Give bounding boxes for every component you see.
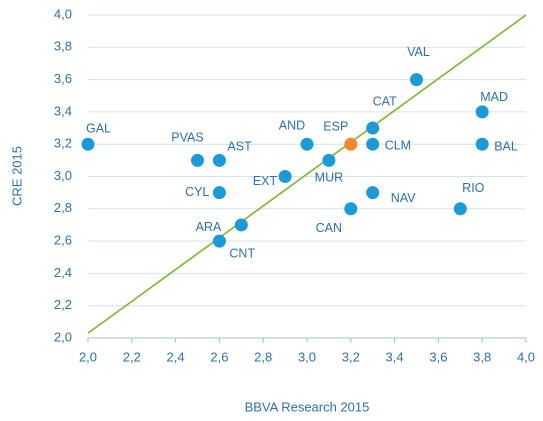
point xyxy=(344,202,358,216)
point xyxy=(322,153,336,167)
x-tick-label: 3,4 xyxy=(386,349,404,364)
y-tick-label: 2,2 xyxy=(54,297,72,312)
x-tick-label: 2,4 xyxy=(167,349,185,364)
point xyxy=(212,153,226,167)
point-label: ARA xyxy=(196,220,222,234)
point xyxy=(81,137,95,151)
point xyxy=(410,73,423,87)
x-tick-label: 3,2 xyxy=(342,349,360,364)
y-tick-label: 3,0 xyxy=(54,168,72,183)
point-label: GAL xyxy=(86,121,111,135)
point xyxy=(453,202,467,216)
point-label: CYL xyxy=(185,185,209,199)
point xyxy=(212,186,226,200)
point xyxy=(475,105,489,119)
x-tick-label: 3,8 xyxy=(473,349,491,364)
point xyxy=(300,137,314,151)
point xyxy=(366,186,380,200)
point xyxy=(278,170,292,183)
y-tick-label: 3,4 xyxy=(54,103,72,118)
x-axis-title: BBVA Research 2015 xyxy=(245,399,370,414)
point-label: AST xyxy=(227,140,252,154)
y-tick-label: 2,6 xyxy=(54,233,72,248)
point xyxy=(191,153,204,167)
point-label: EXT xyxy=(253,174,278,188)
y-axis-title: CRE 2015 xyxy=(9,146,24,206)
x-tick-label: 2,2 xyxy=(123,349,141,364)
y-tick-label: 2,4 xyxy=(54,265,72,280)
point-label: CNT xyxy=(229,246,255,260)
point-label: CAN xyxy=(316,221,342,235)
x-tick-label: 2,6 xyxy=(210,349,228,364)
point-label: CLM xyxy=(385,138,411,152)
point xyxy=(212,234,226,248)
point xyxy=(234,218,248,232)
point xyxy=(366,137,380,151)
y-tick-label: 3,6 xyxy=(54,71,72,86)
x-tick-label: 2,0 xyxy=(79,349,97,364)
point-label: AND xyxy=(279,118,305,132)
point-label: BAL xyxy=(494,139,518,153)
y-tick-label: 4,0 xyxy=(54,6,72,21)
point-label: PVAS xyxy=(171,131,203,145)
x-tick-label: 2,8 xyxy=(254,349,272,364)
x-tick-label: 3,6 xyxy=(429,349,447,364)
point-label: CAT xyxy=(373,94,397,108)
point-label: MUR xyxy=(315,171,343,185)
point-label: VAL xyxy=(407,45,430,59)
point xyxy=(366,121,380,135)
point xyxy=(475,137,489,151)
y-tick-label: 3,2 xyxy=(54,136,72,151)
x-tick-label: 4,0 xyxy=(517,349,535,364)
point-label: ESP xyxy=(323,119,348,133)
reference-line xyxy=(87,14,527,334)
x-tick-label: 3,0 xyxy=(298,349,316,364)
point-label: MAD xyxy=(480,90,508,104)
point-label: RIO xyxy=(462,181,485,195)
y-tick-label: 2,0 xyxy=(54,329,72,344)
point xyxy=(344,137,358,151)
point-label: NAV xyxy=(391,191,416,205)
y-tick-label: 3,8 xyxy=(54,39,72,54)
y-tick-label: 2,8 xyxy=(54,200,72,215)
